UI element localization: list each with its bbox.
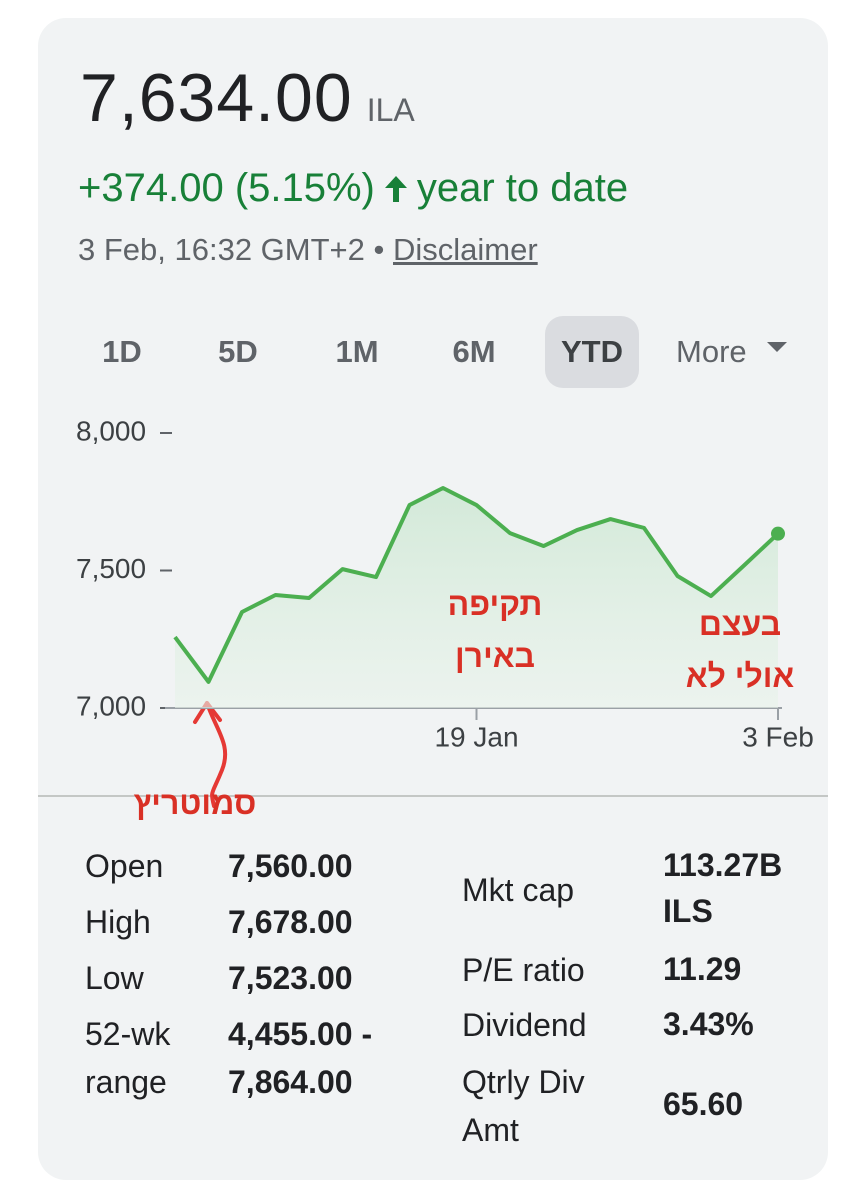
currency: ILA [366,92,415,128]
range-tab[interactable]: 1M [335,334,379,369]
y-tick-label: 7,000 [76,690,146,721]
x-tick-label: 3 Feb [742,721,814,752]
stat-value: 113.27B ILS [663,847,783,929]
annotation-line: סמוטריץ [133,785,257,821]
annotation: בעצם אולי לא [686,598,794,702]
change-row: +374.00 (5.15%) year to date [78,166,628,211]
dropdown-triangle [766,342,787,352]
annotation: תקיפה באירן [448,578,543,682]
stat-label: 52-wk range [85,1016,171,1100]
stat-value: 7,560.00 [228,848,353,884]
up-arrow-icon [384,175,407,202]
stat-value: 11.29 [663,951,742,987]
line [173,486,780,684]
chart: 7,000 7,500 8,000 19 Jan 3 Feb [38,415,828,808]
change: +374.00 (5.15%) [78,166,375,210]
annotation-line: תקיפה [447,586,543,622]
stat-value: 3.43% [663,1006,754,1042]
stat-label: Open [85,848,164,884]
stat-value: 4,455.00 - 7,864.00 [228,1016,373,1100]
stat-value: 7,678.00 [228,904,353,940]
stat-value: 65.60 [663,1086,744,1122]
disclaimer-link[interactable]: Disclaimer [393,232,538,267]
annotation-line: בעצם [698,606,782,642]
price-row: 7,634.00 ILA [80,64,415,132]
y-tick-label: 7,500 [76,553,146,584]
x-tick-label: 19 Jan [434,721,518,752]
stat-value: 7,523.00 [228,960,353,996]
stat-label: Qtrly Div Amt [462,1064,585,1148]
range-tab[interactable]: 5D [218,334,258,369]
range-tab[interactable]: 6M [452,334,496,369]
range-tab[interactable]: 1D [102,334,142,369]
stat-label: High [85,904,151,940]
stat-label: Mkt cap [462,872,575,908]
annotation-line: אולי לא [685,658,795,694]
timestamp: 3 Feb, 16:32 GMT+2 • [78,232,385,267]
timestamp-row: 3 Feb, 16:32 GMT+2 • Disclaimer [78,232,538,268]
range-tab[interactable]: YTD [545,316,639,388]
area [175,488,778,708]
range-tab[interactable]: More [676,316,816,388]
end-point [771,526,785,541]
stat-label: Dividend [462,1007,587,1043]
price: 7,634.00 [80,60,353,136]
period: year to date [416,166,629,210]
annotation: סמוטריץ [134,777,257,829]
y-tick-label: 8,000 [76,415,146,446]
dropdown-icon [766,342,787,352]
annotation-line: באירן [454,638,536,674]
stat-label: Low [85,960,144,996]
annotation-arrow [205,701,228,808]
stat-label: P/E ratio [462,952,585,988]
